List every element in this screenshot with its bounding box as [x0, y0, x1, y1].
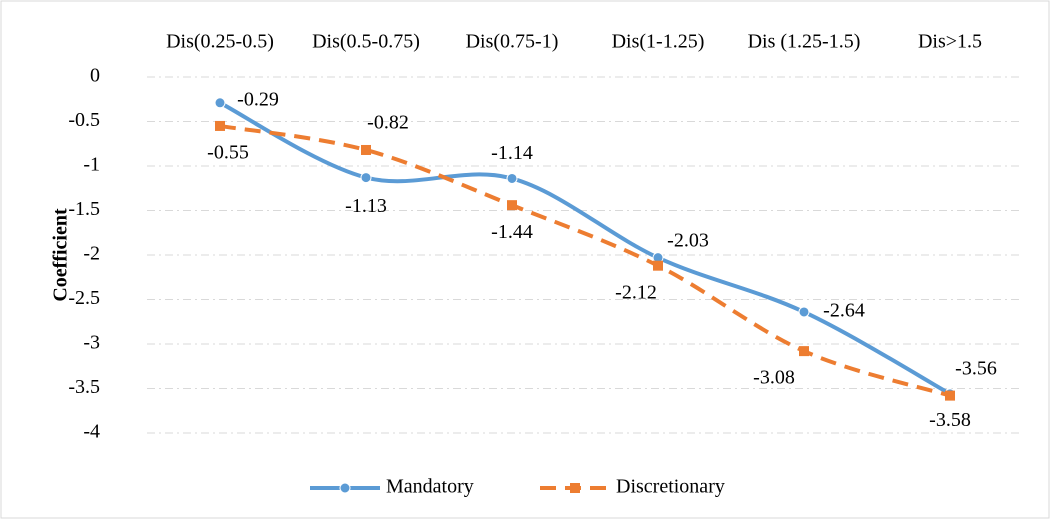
y-tick-label: -3.5 [68, 376, 100, 398]
x-tick-label: Dis(0.5-0.75) [312, 31, 420, 53]
legend-marker [570, 483, 580, 493]
marker [360, 172, 372, 184]
data-label: -2.03 [667, 229, 709, 251]
marker [506, 172, 518, 184]
data-label: -1.14 [491, 142, 533, 164]
data-label: -3.58 [929, 409, 971, 431]
data-label: -2.12 [615, 281, 657, 303]
legend-label: Mandatory [386, 476, 474, 498]
marker [798, 306, 810, 318]
x-tick-label: Dis (1.25-1.5) [748, 31, 861, 53]
data-label: -2.64 [823, 300, 865, 322]
marker [945, 390, 955, 401]
y-tick-label: -3 [83, 332, 100, 354]
marker [214, 97, 226, 109]
y-tick-label: 0 [90, 65, 100, 87]
x-tick-label: Dis>1.5 [918, 31, 982, 53]
x-tick-label: Dis(0.75-1) [466, 31, 559, 53]
y-tick-label: -1.5 [68, 198, 100, 220]
series-line [219, 101, 951, 396]
legend-label: Discretionary [616, 476, 725, 498]
y-tick-label: -2 [83, 243, 100, 265]
y-tick-label: -1 [83, 154, 100, 176]
data-label: -1.44 [491, 221, 533, 243]
marker [361, 144, 371, 155]
y-tick-label: -0.5 [68, 109, 100, 131]
y-axis-title: Coefficient [50, 208, 72, 302]
marker [215, 120, 225, 131]
marker [653, 260, 663, 271]
data-label: -0.55 [207, 142, 249, 164]
series-line [219, 123, 951, 398]
marker [507, 200, 517, 211]
y-tick-label: -2.5 [68, 287, 100, 309]
marker [799, 346, 809, 357]
y-tick-label: -4 [83, 421, 100, 443]
data-label: -3.08 [753, 367, 795, 389]
data-label: -3.56 [955, 357, 997, 379]
x-tick-label: Dis(1-1.25) [612, 31, 705, 53]
x-tick-label: Dis(0.25-0.5) [166, 31, 274, 53]
data-label: -0.29 [237, 88, 279, 110]
data-label: -1.13 [345, 195, 387, 217]
legend-marker [339, 482, 351, 494]
data-label: -0.82 [367, 112, 409, 134]
